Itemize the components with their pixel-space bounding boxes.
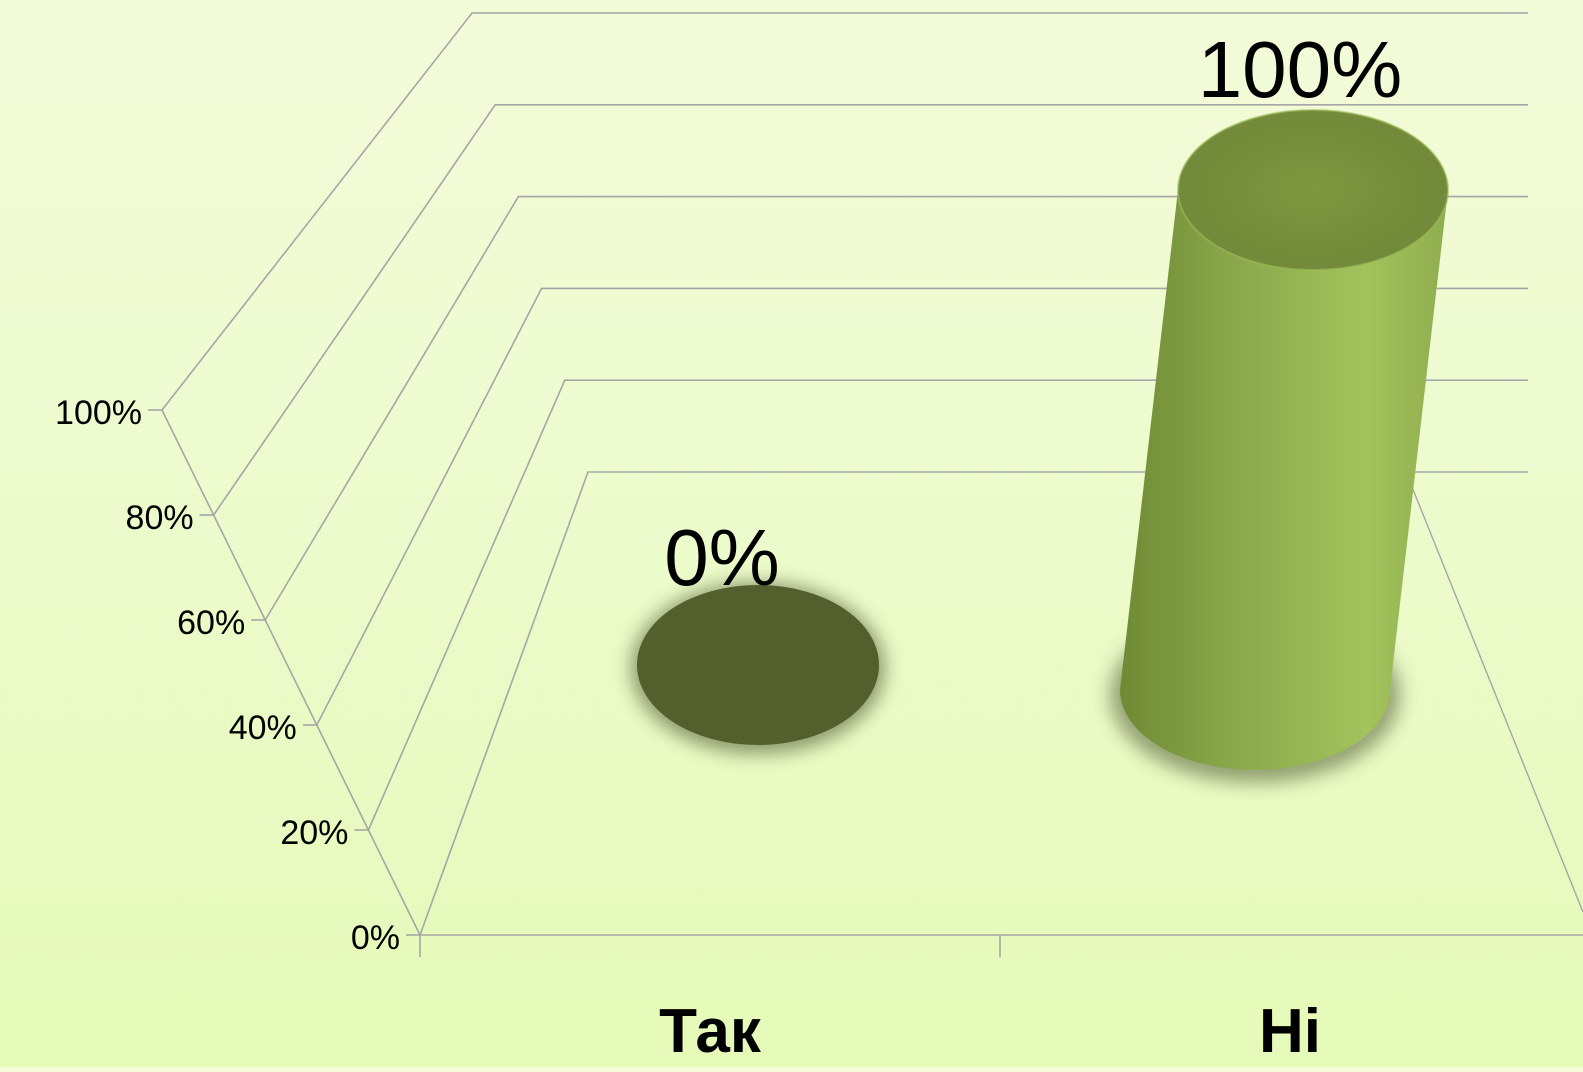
bar-Так xyxy=(637,585,879,745)
floor-right-edge xyxy=(1409,481,1583,913)
x-category-label: Ні xyxy=(1259,997,1321,1066)
labels: 0% 100% Так Ні xyxy=(659,25,1402,1066)
data-label: 100% xyxy=(1198,25,1403,114)
y-tick-label: 40% xyxy=(229,709,297,747)
y-tick-label: 80% xyxy=(126,499,194,537)
gridline xyxy=(212,104,1528,516)
gridline xyxy=(161,12,1528,411)
data-label: 0% xyxy=(664,513,780,602)
y-axis-line xyxy=(161,409,421,936)
bars xyxy=(631,109,1449,783)
bar-top-rim xyxy=(1177,109,1449,271)
y-tick-label: 100% xyxy=(55,394,142,432)
y-tick-label: 20% xyxy=(280,814,348,852)
x-category-label: Так xyxy=(659,997,762,1066)
y-tick-label: 60% xyxy=(177,604,245,642)
bar-top-cap xyxy=(1178,110,1448,270)
axes: 0% 20% 40% 60% 80% 100% xyxy=(55,394,1583,957)
bar-Ні xyxy=(1120,190,1448,770)
y-tick-label: 0% xyxy=(351,919,400,957)
